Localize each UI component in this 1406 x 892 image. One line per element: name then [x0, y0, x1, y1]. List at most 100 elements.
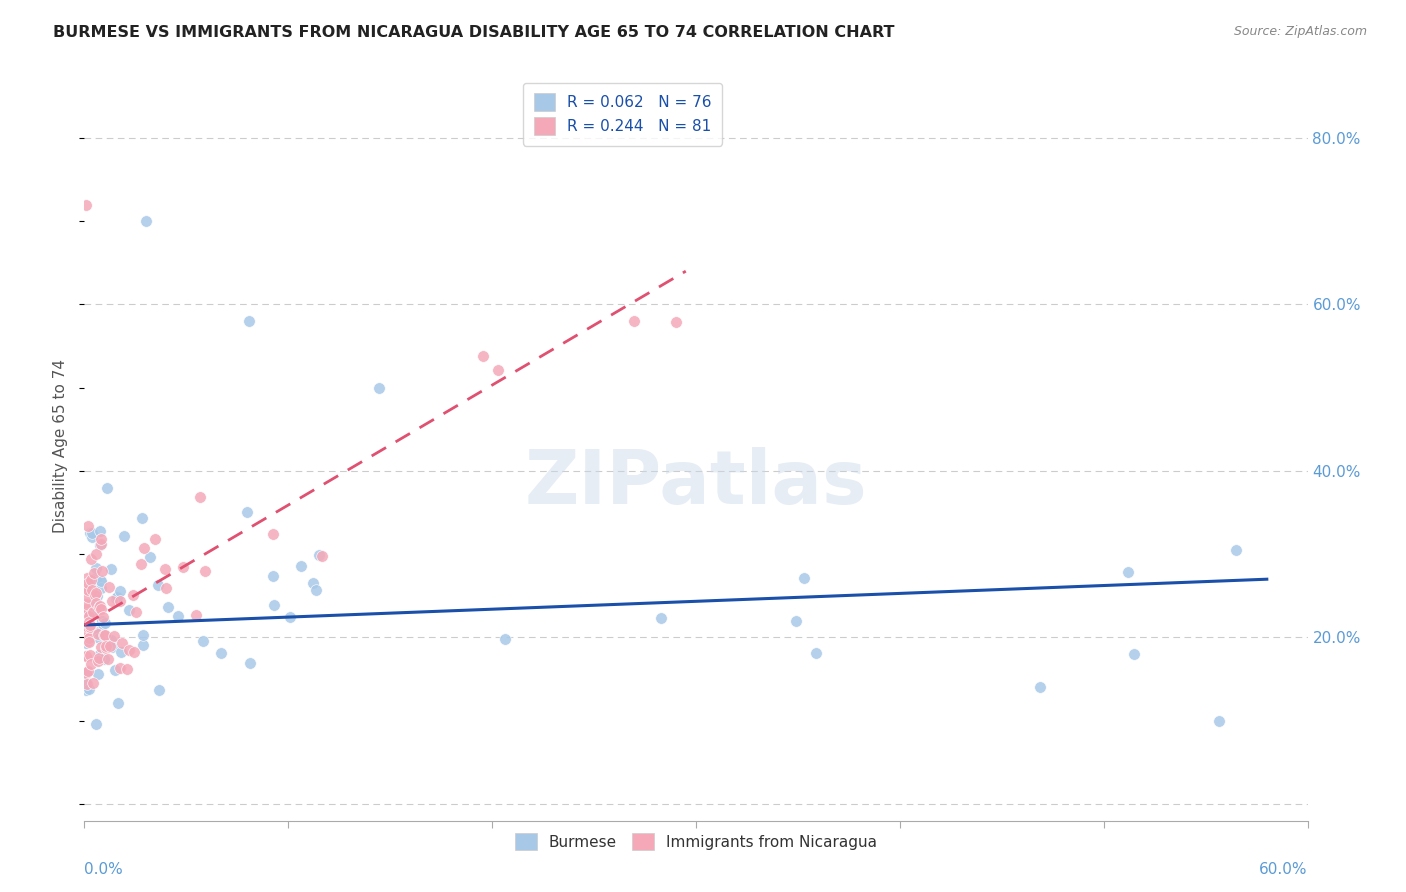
Point [75, 675, 97, 690]
Point [100, 562, 122, 576]
Point [122, 645, 145, 659]
Point [75, 602, 97, 616]
Point [75, 666, 97, 681]
Point [77, 575, 100, 590]
Point [121, 588, 143, 602]
Point [79, 526, 101, 541]
Point [100, 639, 122, 653]
Point [86, 589, 108, 603]
Point [90, 602, 112, 616]
Point [97, 652, 120, 666]
Point [1208, 714, 1230, 728]
Point [75, 683, 97, 698]
Point [77, 582, 100, 597]
Point [80, 573, 103, 587]
Point [75, 581, 97, 595]
Point [103, 628, 125, 642]
Point [91, 614, 114, 628]
Point [94, 640, 117, 655]
Point [80, 657, 103, 671]
Y-axis label: Disability Age 65 to 74: Disability Age 65 to 74 [53, 359, 69, 533]
Point [125, 605, 148, 619]
Point [238, 314, 260, 328]
Point [132, 638, 155, 652]
Point [80, 552, 103, 566]
Point [87, 599, 110, 614]
Point [101, 640, 124, 655]
Point [84, 561, 107, 575]
Point [118, 643, 141, 657]
Point [280, 609, 302, 624]
Point [80, 582, 103, 597]
Point [79, 619, 101, 633]
Point [107, 590, 129, 604]
Point [91, 617, 114, 632]
Point [75, 619, 97, 633]
Point [236, 505, 259, 519]
Point [104, 663, 127, 677]
Point [75, 665, 97, 680]
Point [75, 648, 97, 663]
Point [785, 614, 807, 628]
Point [1225, 543, 1247, 558]
Point [209, 646, 232, 660]
Point [76, 597, 98, 611]
Point [139, 549, 162, 564]
Point [471, 350, 494, 364]
Point [79, 615, 101, 629]
Point [1116, 565, 1139, 579]
Point [148, 682, 170, 697]
Point [90, 640, 112, 654]
Point [75, 607, 97, 621]
Point [301, 575, 323, 590]
Point [77, 682, 100, 697]
Point [90, 537, 112, 551]
Point [75, 625, 97, 640]
Point [146, 578, 169, 592]
Point [94, 616, 117, 631]
Point [650, 610, 672, 624]
Point [188, 491, 211, 505]
Point [157, 599, 180, 614]
Point [75, 197, 97, 211]
Point [89, 631, 111, 645]
Text: 60.0%: 60.0% [1260, 862, 1308, 877]
Point [131, 511, 153, 525]
Point [77, 634, 100, 648]
Point [108, 593, 131, 607]
Point [80, 607, 103, 622]
Point [76, 519, 98, 533]
Point [166, 608, 188, 623]
Point [77, 634, 100, 648]
Point [84, 575, 107, 590]
Point [90, 533, 112, 547]
Point [172, 560, 194, 574]
Point [89, 524, 111, 538]
Point [75, 649, 97, 664]
Point [77, 609, 100, 624]
Point [107, 697, 129, 711]
Point [84, 624, 107, 639]
Point [1122, 648, 1144, 662]
Point [108, 661, 131, 675]
Text: BURMESE VS IMMIGRANTS FROM NICARAGUA DISABILITY AGE 65 TO 74 CORRELATION CHART: BURMESE VS IMMIGRANTS FROM NICARAGUA DIS… [53, 25, 896, 40]
Point [194, 564, 217, 578]
Point [368, 381, 391, 395]
Point [129, 558, 152, 572]
Text: ZIPatlas: ZIPatlas [524, 447, 868, 520]
Point [239, 656, 262, 670]
Point [118, 603, 141, 617]
Point [79, 630, 101, 644]
Point [77, 664, 100, 678]
Point [89, 538, 111, 552]
Point [793, 571, 815, 585]
Point [84, 717, 107, 731]
Point [305, 582, 328, 597]
Point [143, 532, 166, 546]
Point [91, 565, 114, 579]
Point [108, 584, 131, 599]
Point [486, 363, 509, 377]
Point [75, 616, 97, 631]
Point [186, 607, 208, 622]
Point [311, 549, 333, 563]
